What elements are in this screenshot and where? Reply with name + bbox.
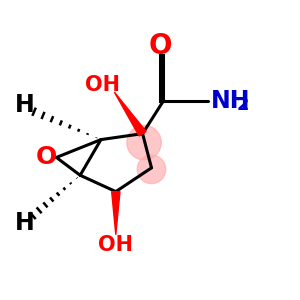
Text: NH: NH bbox=[211, 89, 250, 113]
Polygon shape bbox=[112, 192, 120, 235]
Circle shape bbox=[127, 125, 161, 160]
Text: O: O bbox=[35, 146, 57, 170]
Circle shape bbox=[137, 155, 166, 184]
Text: O: O bbox=[149, 32, 172, 60]
Text: H: H bbox=[15, 93, 35, 117]
Text: OH: OH bbox=[85, 75, 120, 94]
Text: OH: OH bbox=[98, 235, 133, 255]
Text: 2: 2 bbox=[236, 96, 249, 114]
Polygon shape bbox=[114, 92, 146, 136]
Text: H: H bbox=[15, 211, 35, 235]
